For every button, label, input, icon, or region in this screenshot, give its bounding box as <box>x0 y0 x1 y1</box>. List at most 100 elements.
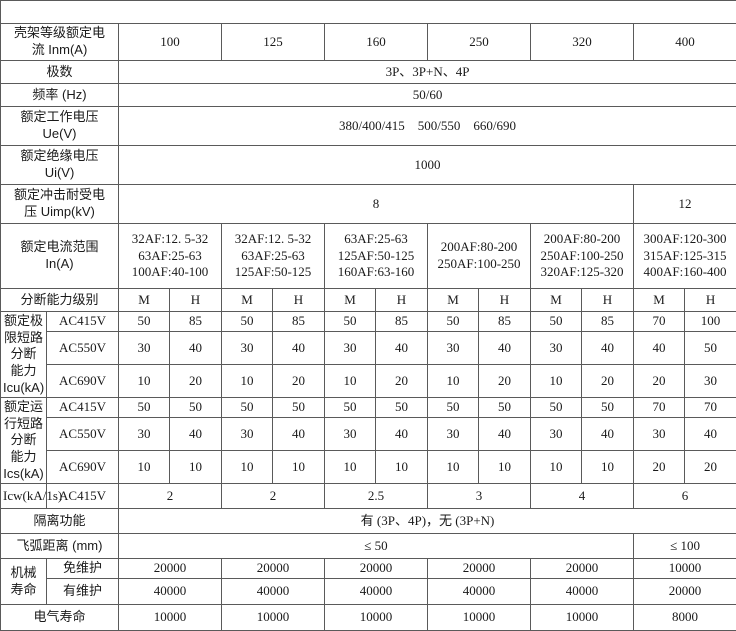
ics-value: 40 <box>170 418 222 451</box>
electrical-life-value: 10000 <box>428 604 531 630</box>
poles-value: 3P、3P+N、4P <box>119 61 736 84</box>
icw-value: 2.5 <box>325 484 428 509</box>
ics-value: 10 <box>273 451 325 484</box>
mechanical-life-label-line2: 寿命 <box>3 582 44 599</box>
impulse-voltage-row: 额定冲击耐受电 压 Uimp(kV) 8 12 <box>1 185 736 224</box>
icu-value: 20 <box>634 365 685 398</box>
ics-value: 10 <box>531 451 582 484</box>
icu-value: 10 <box>325 365 376 398</box>
maintained-value: 40000 <box>428 578 531 604</box>
icu-sublabel-ac415: AC415V <box>47 312 119 332</box>
ics-value: 10 <box>119 451 170 484</box>
impulse-voltage-value-last: 12 <box>634 185 736 224</box>
icu-value: 40 <box>376 332 428 365</box>
icu-value: 50 <box>119 312 170 332</box>
ics-value: 70 <box>685 398 736 418</box>
icu-label-line1: 额定极 <box>3 313 44 330</box>
mechanical-life-free-row: 机械 寿命 免维护 20000 20000 20000 20000 20000 … <box>1 559 736 579</box>
icw-value: 4 <box>531 484 634 509</box>
frequency-label: 频率 (Hz) <box>1 84 119 107</box>
poles-label: 极数 <box>1 61 119 84</box>
icu-value: 30 <box>428 332 479 365</box>
icu-value: 20 <box>479 365 531 398</box>
frequency-row: 频率 (Hz) 50/60 <box>1 84 736 107</box>
ics-value: 70 <box>634 398 685 418</box>
electrical-life-value: 10000 <box>119 604 222 630</box>
current-range-line: 250AF:100-250 <box>430 256 528 273</box>
current-range-label: 额定电流范围 In(A) <box>1 224 119 289</box>
breaking-class-row: 分断能力级别 M H M H M H M H M H M H <box>1 289 736 312</box>
arc-distance-value-main: ≤ 50 <box>119 534 634 559</box>
current-range-cell: 32AF:12. 5-32 63AF:25-63 125AF:50-125 <box>222 224 325 289</box>
ics-value: 10 <box>428 451 479 484</box>
icu-value: 20 <box>376 365 428 398</box>
current-range-line: 125AF:50-125 <box>327 248 425 265</box>
icu-value: 85 <box>479 312 531 332</box>
current-range-cell: 200AF:80-200 250AF:100-250 320AF:125-320 <box>531 224 634 289</box>
ics-value: 50 <box>376 398 428 418</box>
isolation-value: 有 (3P、4P)，无 (3P+N) <box>119 509 736 534</box>
ics-value: 30 <box>222 418 273 451</box>
icu-ac415-row: 额定极 限短路 分断 能力 Icu(kA) AC415V 50 85 50 85… <box>1 312 736 332</box>
icu-label: 额定极 限短路 分断 能力 Icu(kA) <box>1 312 47 398</box>
isolation-row: 隔离功能 有 (3P、4P)，无 (3P+N) <box>1 509 736 534</box>
current-range-label-line1: 额定电流范围 <box>3 239 116 256</box>
maintained-value: 40000 <box>531 578 634 604</box>
current-range-line: 400AF:160-400 <box>636 264 734 281</box>
breaking-class-value: M <box>428 289 479 312</box>
ics-value: 20 <box>685 451 736 484</box>
working-voltage-label: 额定工作电压 Ue(V) <box>1 107 119 146</box>
current-range-cell: 32AF:12. 5-32 63AF:25-63 100AF:40-100 <box>119 224 222 289</box>
ics-value: 10 <box>376 451 428 484</box>
icu-value: 40 <box>170 332 222 365</box>
breaking-class-value: M <box>325 289 376 312</box>
icu-value: 85 <box>170 312 222 332</box>
frame-rating-value: 100 <box>119 24 222 61</box>
maintained-label: 有维护 <box>47 578 119 604</box>
current-range-line: 200AF:80-200 <box>533 231 631 248</box>
breaking-class-value: H <box>479 289 531 312</box>
maintenance-free-value: 20000 <box>531 559 634 579</box>
icu-sublabel-ac550: AC550V <box>47 332 119 365</box>
ics-value: 30 <box>325 418 376 451</box>
icu-value: 40 <box>634 332 685 365</box>
icw-value: 3 <box>428 484 531 509</box>
icu-value: 30 <box>685 365 736 398</box>
frame-rating-label-line1: 壳架等级额定电 <box>3 25 116 42</box>
insulation-voltage-value: 1000 <box>119 146 736 185</box>
icu-label-line2: 限短路 <box>3 330 44 347</box>
working-voltage-row: 额定工作电压 Ue(V) 380/400/415 500/550 660/690 <box>1 107 736 146</box>
breaking-class-value: H <box>273 289 325 312</box>
current-range-line: 100AF:40-100 <box>121 264 219 281</box>
icu-value: 20 <box>273 365 325 398</box>
icw-row: Icw(kA/1s) AC415V 2 2 2.5 3 4 6 <box>1 484 736 509</box>
ics-value: 50 <box>222 398 273 418</box>
breaking-class-value: M <box>222 289 273 312</box>
ics-label-line2: 行短路 <box>3 416 44 433</box>
icu-value: 10 <box>428 365 479 398</box>
maintained-value: 40000 <box>222 578 325 604</box>
maintained-value: 40000 <box>325 578 428 604</box>
icu-value: 40 <box>273 332 325 365</box>
ics-ac690-row: AC690V 10 10 10 10 10 10 10 10 10 10 20 … <box>1 451 736 484</box>
ics-value: 50 <box>273 398 325 418</box>
frame-rating-value: 160 <box>325 24 428 61</box>
icu-value: 10 <box>531 365 582 398</box>
frame-rating-label: 壳架等级额定电 流 Inm(A) <box>1 24 119 61</box>
electrical-life-value: 8000 <box>634 604 736 630</box>
icu-value: 30 <box>119 332 170 365</box>
ics-value: 30 <box>531 418 582 451</box>
icu-ac690-row: AC690V 10 20 10 20 10 20 10 20 10 20 20 … <box>1 365 736 398</box>
ics-value: 50 <box>325 398 376 418</box>
breaking-class-value: H <box>376 289 428 312</box>
frame-rating-value: 125 <box>222 24 325 61</box>
impulse-voltage-label-line1: 额定冲击耐受电 <box>3 187 116 204</box>
ics-label-line5: Ics(kA) <box>3 466 44 483</box>
current-range-line: 315AF:125-315 <box>636 248 734 265</box>
ics-value: 10 <box>170 451 222 484</box>
mechanical-life-label: 机械 寿命 <box>1 559 47 605</box>
icu-label-line4: 能力 <box>3 363 44 380</box>
maintained-value: 20000 <box>634 578 736 604</box>
electrical-life-value: 10000 <box>325 604 428 630</box>
ics-sublabel-ac690: AC690V <box>47 451 119 484</box>
